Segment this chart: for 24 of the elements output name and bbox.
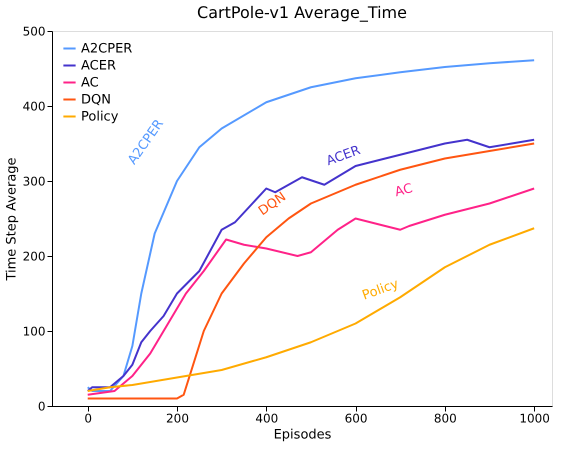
- x-tick-label: 0: [84, 412, 92, 426]
- x-tick-label: 600: [344, 412, 368, 426]
- line-series: [86, 227, 536, 392]
- y-tick-label: 300: [22, 174, 46, 188]
- legend-label: DQN: [81, 92, 111, 108]
- x-tick-label: 800: [434, 412, 457, 426]
- chart-title: CartPole-v1 Average_Time: [197, 3, 407, 22]
- x-tick-label: 200: [166, 412, 189, 426]
- annotation: AC: [393, 181, 414, 200]
- y-axis-title: Time Step Average: [4, 157, 20, 282]
- y-tick-label: 200: [22, 250, 46, 264]
- x-axis-title: Episodes: [274, 428, 332, 442]
- y-tick-label: 500: [22, 24, 46, 38]
- legend-label: Policy: [81, 110, 119, 124]
- y-tick-label: 400: [22, 100, 46, 114]
- x-tick-label: 400: [255, 412, 278, 426]
- annotation: Policy: [360, 276, 401, 304]
- legend-label: ACER: [81, 58, 116, 74]
- x-tick-label: 1000: [519, 412, 550, 426]
- y-tick-label: 0: [38, 400, 46, 414]
- legend-label: A2CPER: [81, 42, 132, 56]
- legend-label: AC: [81, 76, 99, 90]
- annotation: ACER: [324, 143, 362, 170]
- y-tick-label: 100: [22, 324, 46, 338]
